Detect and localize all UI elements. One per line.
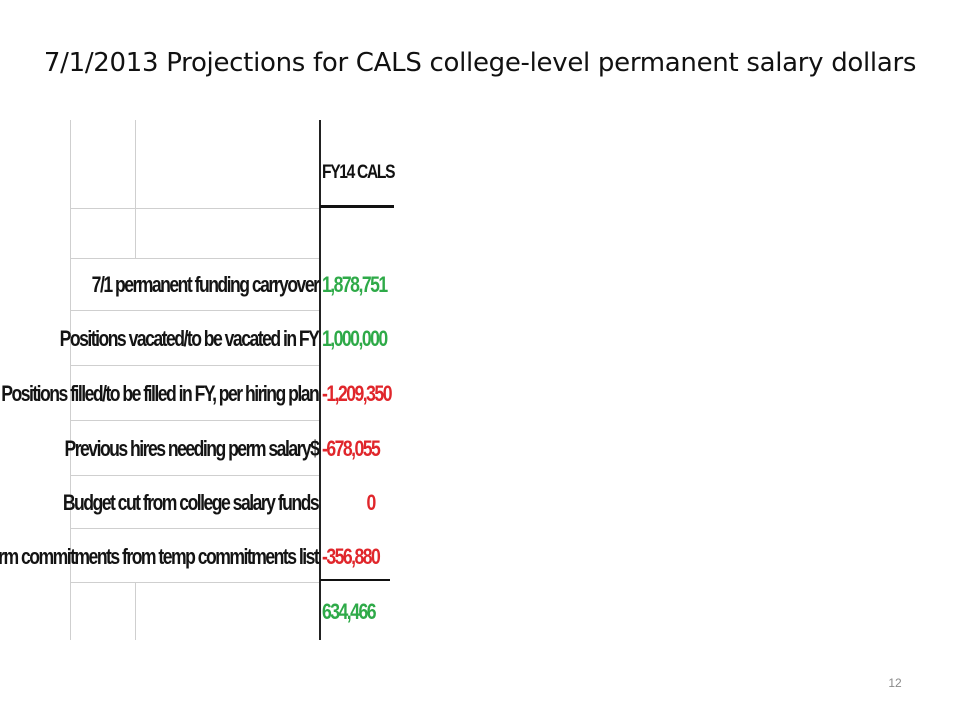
grid-line [70, 475, 320, 476]
row-label-positions-filled: Positions filled/to be filled in FY, per… [1, 381, 320, 406]
spreadsheet-snapshot: FY14 CALS 7/1 permanent funding carryove… [0, 120, 400, 640]
grid-line [70, 420, 320, 421]
grid-line [70, 365, 320, 366]
row-label-perm-commitments: Perm commitments from temp commitments l… [0, 544, 320, 569]
grid-line [70, 208, 320, 209]
row-value-carryover: 1,878,751 [322, 272, 388, 297]
grid-line [70, 528, 320, 529]
total-value: 634,466 [322, 599, 377, 624]
row-value-positions-filled: -1,209,350 [322, 381, 392, 406]
grid-line [70, 310, 320, 311]
grid-line [70, 258, 320, 259]
row-label-previous-hires: Previous hires needing perm salary$ [64, 436, 319, 461]
row-value-previous-hires: -678,055 [322, 436, 381, 461]
grid-line [135, 120, 136, 258]
grid-line [70, 582, 320, 583]
row-label-carryover: 7/1 permanent funding carryover [91, 272, 319, 297]
row-value-perm-commitments: -356,880 [322, 544, 381, 569]
grid-line [135, 582, 136, 640]
row-label-positions-vacated: Positions vacated/to be vacated in FY [59, 326, 319, 351]
row-value-budget-cut: 0 [366, 490, 377, 515]
total-underline [320, 579, 390, 581]
slide-title: 7/1/2013 Projections for CALS college-le… [43, 48, 917, 78]
column-header-fy14-cals: FY14 CALS [322, 162, 395, 183]
row-value-positions-vacated: 1,000,000 [322, 326, 388, 351]
grid-line [70, 120, 71, 640]
page-number: 12 [888, 676, 902, 690]
row-label-budget-cut: Budget cut from college salary funds [62, 490, 320, 515]
column-divider [319, 120, 321, 640]
header-underline [320, 205, 394, 208]
